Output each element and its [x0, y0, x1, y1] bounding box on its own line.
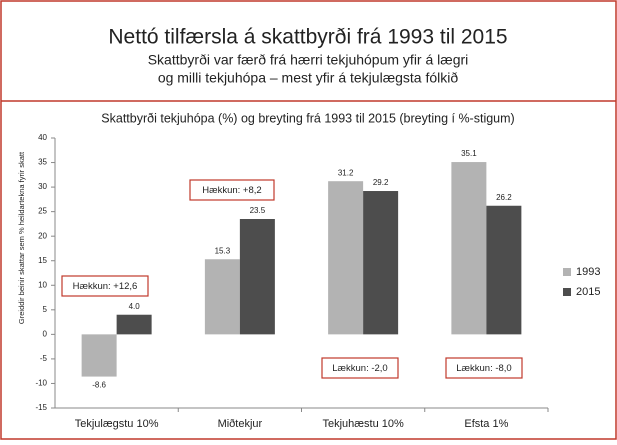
- bar: [451, 162, 487, 335]
- value-label: 35.1: [461, 149, 477, 158]
- header-subtitle: og milli tekjuhópa – mest yfir á tekjulæ…: [158, 70, 459, 86]
- y-axis-label: Greiddir beinir skattar sem % heildartek…: [17, 151, 26, 324]
- x-tick-label: Efsta 1%: [464, 418, 508, 430]
- bar: [116, 314, 152, 335]
- value-label: 26.2: [496, 193, 512, 202]
- x-tick-label: Miðtekjur: [218, 418, 263, 430]
- annotation: Hækkun: +8,2: [202, 185, 261, 196]
- x-tick-label: Tekjuhæstu 10%: [322, 418, 404, 430]
- y-tick-label: 25: [38, 207, 47, 216]
- bar: [204, 259, 240, 335]
- y-tick-label: 40: [38, 133, 47, 142]
- y-tick-label: 35: [38, 158, 47, 167]
- value-label: 29.2: [373, 178, 389, 187]
- value-label: -8.6: [92, 381, 106, 390]
- annotation-box: [445, 357, 523, 379]
- y-tick-label: 5: [43, 305, 48, 314]
- y-tick-label: 20: [38, 231, 47, 240]
- bar: [363, 191, 399, 335]
- header-subtitle: Skattbyrði var færð frá hærri tekjuhópum…: [148, 52, 469, 68]
- x-tick-label: Tekjulægstu 10%: [75, 418, 159, 430]
- y-tick-label: -5: [40, 354, 48, 363]
- legend-label: 1993: [576, 266, 600, 278]
- bar: [239, 219, 275, 335]
- bar: [486, 205, 522, 335]
- y-tick-label: 0: [43, 329, 48, 338]
- y-tick-label: 10: [38, 280, 47, 289]
- value-label: 4.0: [129, 302, 141, 311]
- value-label: 23.5: [250, 206, 266, 215]
- y-tick-label: -15: [35, 403, 47, 412]
- bar: [81, 334, 117, 377]
- annotation: Hækkun: +12,6: [73, 281, 138, 292]
- legend-label: 2015: [576, 286, 600, 298]
- annotation-box: [321, 357, 399, 379]
- y-tick-label: 15: [38, 256, 47, 265]
- annotation-box: [189, 179, 275, 201]
- y-tick-label: 30: [38, 182, 47, 191]
- annotation-box: [61, 275, 149, 297]
- value-label: 31.2: [338, 168, 354, 177]
- legend-swatch: [563, 288, 571, 296]
- header-title: Nettó tilfærsla á skattbyrði frá 1993 ti…: [108, 26, 507, 49]
- annotation: Lækkun: -8,0: [456, 363, 511, 374]
- legend-swatch: [563, 268, 571, 276]
- annotation: Lækkun: -2,0: [332, 363, 387, 374]
- y-tick-label: -10: [35, 379, 47, 388]
- bar: [328, 181, 364, 335]
- value-label: 15.3: [215, 246, 231, 255]
- chart-title: Skattbyrði tekjuhópa (%) og breyting frá…: [101, 111, 514, 125]
